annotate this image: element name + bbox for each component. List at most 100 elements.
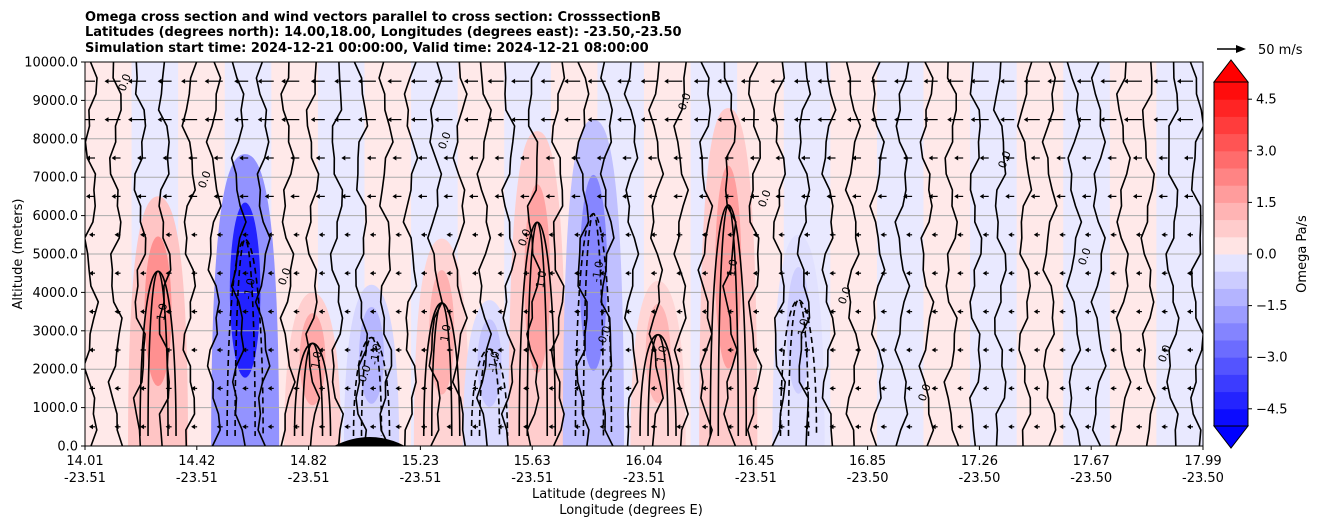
- x-tick-label-lat: 17.26: [961, 454, 998, 469]
- wind-vector-head: [497, 385, 502, 391]
- x-tick-label-lat: 16.85: [849, 454, 886, 469]
- wind-vector-head: [290, 193, 295, 199]
- wind-vector-head: [599, 270, 604, 276]
- colorbar-tick-label: −4.5: [1256, 402, 1288, 417]
- y-tick-label: 4000.0: [33, 286, 79, 301]
- wind-vector-head: [1187, 424, 1191, 430]
- wind-vector-head: [315, 193, 320, 199]
- wind-vector-head: [420, 309, 425, 315]
- wind-vector-head: [676, 347, 681, 353]
- wind-vector-head: [599, 232, 604, 238]
- wind-vector-head: [1000, 117, 1005, 123]
- wind-vector-head: [877, 193, 882, 199]
- x-axis-label-longitude: Longitude (degrees E): [559, 503, 703, 518]
- wind-vector-head: [752, 309, 757, 315]
- wind-vector-head: [923, 117, 928, 123]
- wind-vector-head: [497, 424, 502, 430]
- wind-vector-head: [1030, 193, 1035, 199]
- wind-vector-head: [870, 78, 875, 84]
- wind-vector-head: [1059, 385, 1064, 391]
- wind-vector-head: [369, 232, 374, 238]
- wind-vector-head: [574, 309, 579, 315]
- wind-vector-head: [1177, 117, 1181, 123]
- wind-vector-head: [114, 270, 119, 276]
- wind-vector-head: [894, 78, 899, 84]
- contour-line-zero: [85, 62, 100, 446]
- wind-vector-head: [523, 309, 528, 315]
- wind-vector-head: [487, 117, 492, 123]
- contour-line-zero: [1016, 62, 1033, 446]
- wind-vector-head: [752, 347, 757, 353]
- wind-vector-head: [829, 270, 834, 276]
- wind-vector-head: [906, 385, 911, 391]
- wind-vector-head: [625, 270, 630, 276]
- wind-vector-head: [701, 232, 706, 238]
- contour-label: 0.0: [276, 266, 294, 287]
- wind-vector-head: [366, 193, 371, 199]
- wind-vector-head: [847, 117, 852, 123]
- wind-vector-head: [369, 385, 374, 391]
- wind-vector-head: [931, 232, 936, 238]
- wind-vector-head: [1100, 78, 1105, 84]
- wind-vector-head: [829, 424, 834, 430]
- wind-vector-head: [1059, 232, 1064, 238]
- wind-vector-head: [472, 309, 477, 315]
- contour-label: 0.0: [196, 169, 214, 190]
- wind-vector-head: [293, 270, 298, 276]
- wind-vector-head: [165, 270, 170, 276]
- wind-vector-head: [369, 309, 374, 315]
- wind-vector-head: [1084, 270, 1089, 276]
- contour-label: 0.0: [996, 149, 1014, 170]
- wind-vector-head: [257, 117, 262, 123]
- wind-vector-head: [803, 424, 808, 430]
- wind-vector-head: [242, 232, 247, 238]
- wind-vector-head: [162, 155, 167, 161]
- contour-line-zero: [500, 62, 517, 446]
- wind-vector-head: [420, 424, 425, 430]
- colorbar-extend-bottom: [1212, 425, 1250, 449]
- wind-vector-head: [472, 385, 477, 391]
- wind-vector-head: [1059, 309, 1064, 315]
- wind-vector-head: [617, 117, 622, 123]
- wind-vector-head: [622, 155, 627, 161]
- wind-vector-head: [523, 385, 528, 391]
- contour-line-zero: [968, 62, 983, 446]
- wind-vector-head: [344, 347, 349, 353]
- contour-line-zero: [1189, 62, 1203, 446]
- colorbar-segment: [1214, 254, 1248, 272]
- wind-vector-head: [395, 424, 400, 430]
- contour-label: 1.0: [438, 323, 454, 342]
- wind-vector-head: [625, 347, 630, 353]
- contour-label: 0.0: [916, 382, 934, 403]
- wind-vector-head: [369, 270, 374, 276]
- wind-vector-head: [770, 117, 775, 123]
- colorbar-segment: [1214, 271, 1248, 289]
- wind-vector-head: [852, 193, 857, 199]
- y-tick-label: 10000.0: [24, 56, 78, 71]
- wind-vector-head: [357, 78, 362, 84]
- contour-line-negative: [787, 299, 810, 437]
- colorbar-segment: [1214, 322, 1248, 341]
- wind-vector-head: [511, 117, 516, 123]
- contour-line-zero: [451, 62, 468, 446]
- wind-vector-head: [267, 309, 272, 315]
- wind-vector-head: [880, 232, 885, 238]
- wind-vector-head: [903, 193, 908, 199]
- x-tick-label-lat: 16.04: [625, 454, 662, 469]
- colorbar-tick-label: −1.5: [1256, 299, 1288, 314]
- contour-line-zero: [1065, 62, 1083, 446]
- contour-line-zero: [1090, 62, 1107, 446]
- wind-vector-head: [1153, 117, 1158, 123]
- wind-vector-head: [803, 270, 808, 276]
- wind-vector-head: [494, 193, 499, 199]
- wind-vector-head: [369, 424, 374, 430]
- wind-vector-head: [281, 117, 286, 123]
- wind-vector-head: [701, 347, 706, 353]
- quiver-key: 50 m/s: [1217, 43, 1303, 58]
- wind-vector-head: [89, 424, 93, 430]
- y-tick-label: 9000.0: [33, 94, 79, 109]
- x-axis: 14.01 -23.51 14.42 -23.51 14.82 -23.51 15.23 -2…: [64, 446, 1224, 486]
- wind-vector-head: [752, 270, 757, 276]
- wind-vector-head: [752, 385, 757, 391]
